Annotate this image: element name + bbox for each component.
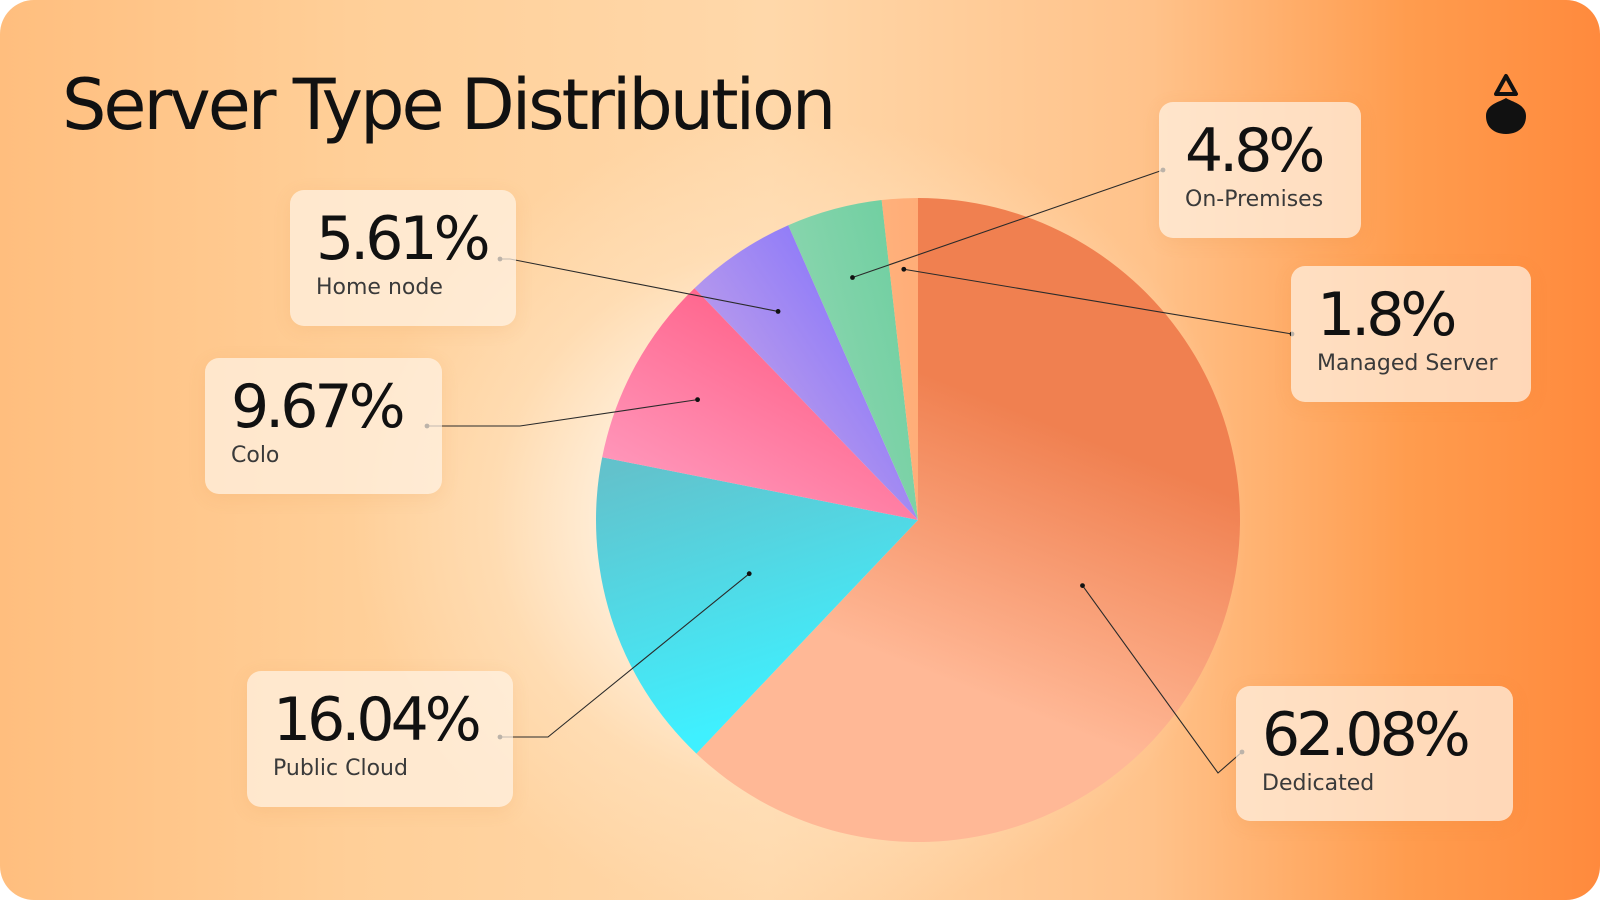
data-label-name: On-Premises bbox=[1185, 187, 1324, 212]
leader-line bbox=[500, 573, 750, 738]
leader-dot bbox=[746, 571, 752, 577]
data-label-value: 4.8% bbox=[1185, 116, 1325, 186]
label-card-dedicated: 62.08% Dedicated bbox=[1236, 686, 1513, 821]
pie-slice-dedicated bbox=[696, 198, 1240, 842]
pie-slice-colo bbox=[602, 288, 918, 520]
data-label-value: 16.04% bbox=[273, 685, 482, 755]
leader-line bbox=[852, 169, 1164, 279]
pie-slice-public-cloud bbox=[596, 457, 918, 754]
data-label-value: 62.08% bbox=[1262, 700, 1471, 770]
data-label-name: Home node bbox=[316, 275, 443, 300]
pie-slice-managed-server bbox=[881, 198, 918, 520]
label-card-colo: 9.67% Colo bbox=[205, 358, 442, 494]
leader-line bbox=[903, 268, 1293, 335]
leader-dot bbox=[775, 309, 781, 314]
label-card-home-node: 5.61% Home node bbox=[290, 190, 516, 326]
data-label-value: 1.8% bbox=[1317, 280, 1457, 350]
pie-slice-on-premises bbox=[788, 200, 918, 520]
leader-line bbox=[427, 399, 698, 427]
data-label-value: 9.67% bbox=[231, 372, 406, 442]
leader-dot bbox=[901, 266, 907, 272]
chart-title: Server Type Distribution bbox=[62, 64, 836, 146]
leader-dot bbox=[850, 275, 855, 280]
leader-line bbox=[1082, 585, 1243, 774]
leader-dot bbox=[695, 397, 700, 403]
data-label-name: Public Cloud bbox=[273, 756, 408, 781]
label-card-managed-server: 1.8% Managed Server bbox=[1291, 266, 1531, 402]
label-card-on-premises: 4.8% On-Premises bbox=[1159, 102, 1361, 238]
data-label-name: Managed Server bbox=[1317, 351, 1498, 376]
data-label-value: 5.61% bbox=[316, 204, 491, 274]
leader-dot bbox=[1080, 583, 1085, 589]
droplet-logo-icon bbox=[1486, 74, 1526, 134]
label-card-public-cloud: 16.04% Public Cloud bbox=[247, 671, 513, 807]
pie-slice-home-node bbox=[694, 225, 918, 520]
data-label-name: Dedicated bbox=[1262, 771, 1375, 796]
data-label-name: Colo bbox=[231, 443, 280, 468]
